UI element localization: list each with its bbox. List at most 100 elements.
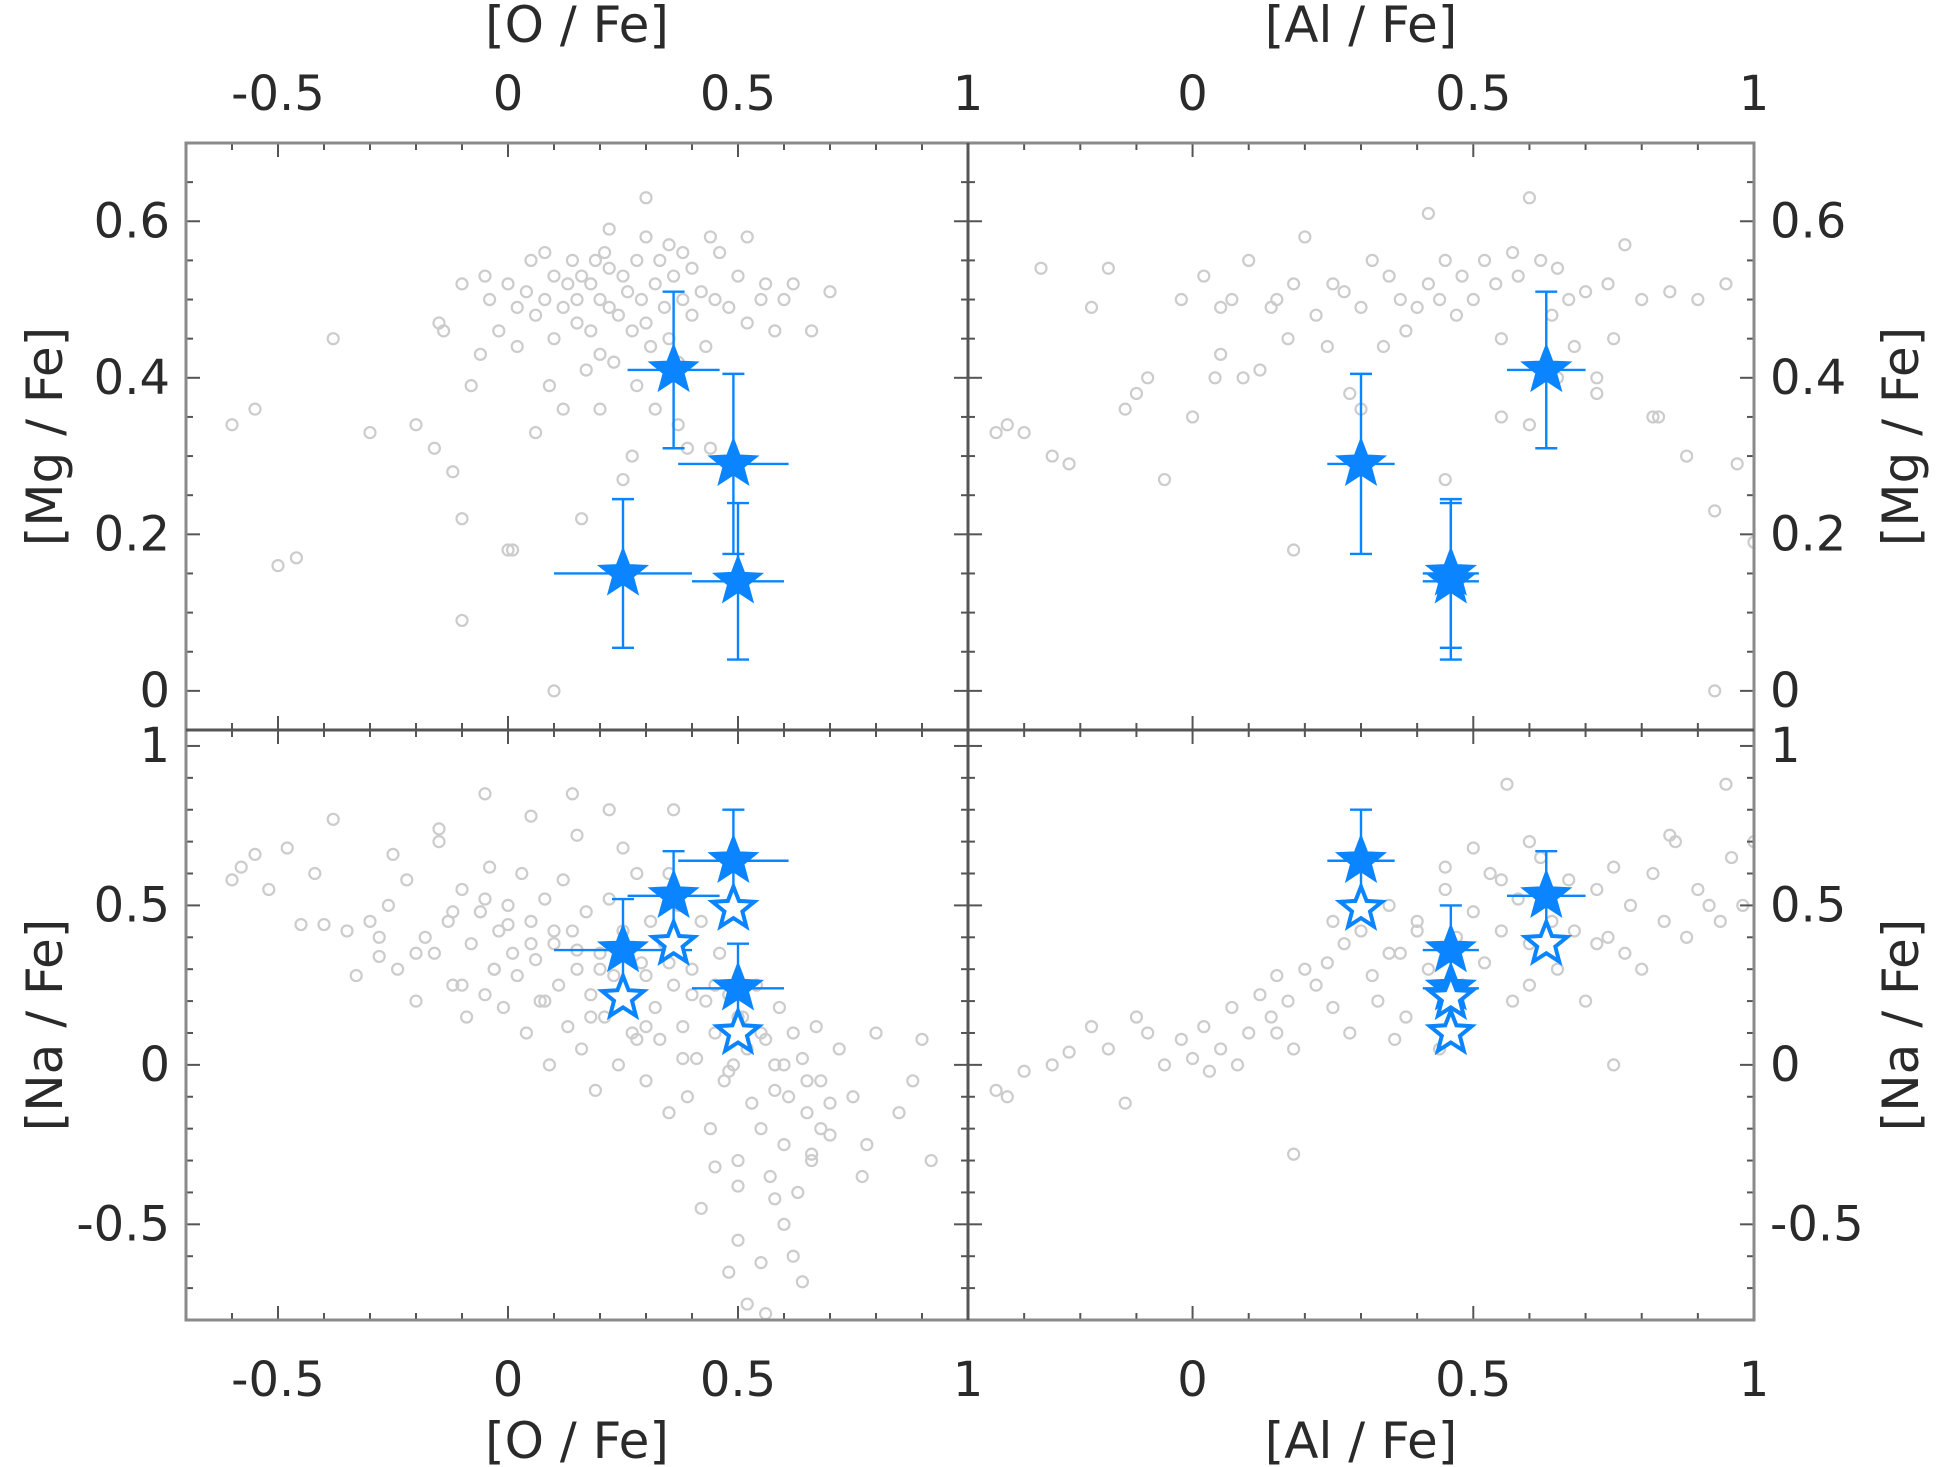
- comparison-point: [745, 1096, 759, 1110]
- x-tick-label: 1: [953, 66, 984, 122]
- comparison-point: [1545, 308, 1559, 322]
- comparison-point: [1719, 277, 1733, 291]
- comparison-point: [1623, 898, 1638, 913]
- comparison-point: [501, 277, 515, 291]
- comparison-point: [1567, 924, 1581, 938]
- comparison-point: [464, 379, 478, 393]
- comparison-point: [294, 917, 308, 932]
- comparison-point: [1505, 245, 1520, 260]
- comparison-point: [1494, 873, 1508, 887]
- comparison-point: [1663, 285, 1677, 299]
- comparison-point: [676, 245, 690, 260]
- comparison-point: [1174, 292, 1188, 307]
- comparison-point: [791, 1185, 805, 1200]
- comparison-point: [823, 1096, 837, 1110]
- comparison-point: [731, 1153, 745, 1168]
- comparison-point: [1326, 1000, 1340, 1015]
- comparison-point: [768, 1058, 782, 1072]
- comparison-point: [1000, 418, 1014, 432]
- comparison-point: [492, 924, 506, 938]
- comparison-point: [1494, 924, 1508, 938]
- comparison-point: [1522, 835, 1537, 849]
- comparison-point: [1494, 410, 1508, 424]
- comparison-point: [823, 1128, 837, 1142]
- comparison-point: [694, 1201, 708, 1215]
- y-tick-label: 0.5: [1770, 877, 1846, 933]
- comparison-point: [1129, 1010, 1144, 1024]
- comparison-point: [1225, 292, 1239, 307]
- comparison-point: [634, 292, 649, 307]
- comparison-point: [653, 1032, 667, 1046]
- comparison-point: [639, 191, 653, 205]
- comparison-point: [1432, 292, 1447, 307]
- y-axis-title: [Na / Fe]: [1872, 919, 1930, 1131]
- comparison-point: [1646, 410, 1660, 424]
- comparison-point: [1365, 968, 1379, 983]
- comparison-point: [551, 978, 566, 992]
- comparison-point: [685, 308, 699, 322]
- comparison-point: [542, 379, 557, 393]
- comparison-point: [1590, 937, 1604, 951]
- comparison-point: [1550, 962, 1565, 976]
- comparison-point: [1298, 962, 1312, 976]
- comparison-point: [1590, 386, 1604, 401]
- comparison-point: [1174, 1032, 1188, 1046]
- data-layer: [225, 191, 1754, 1320]
- comparison-point: [515, 866, 529, 881]
- comparison-point: [565, 924, 580, 938]
- comparison-point: [754, 1026, 768, 1040]
- comparison-point: [800, 1074, 814, 1088]
- comparison-point: [630, 1032, 644, 1046]
- x-tick-label: -0.5: [231, 1352, 325, 1408]
- comparison-point: [432, 822, 446, 836]
- comparison-point: [804, 1147, 819, 1161]
- comparison-point: [1483, 866, 1497, 881]
- comparison-point: [1511, 892, 1525, 906]
- comparison-point: [1438, 860, 1452, 874]
- comparison-point: [524, 937, 538, 951]
- comparison-point: [666, 978, 681, 992]
- comparison-point: [1337, 937, 1351, 951]
- comparison-point: [418, 930, 432, 944]
- comparison-point: [1287, 1042, 1301, 1056]
- comparison-point: [483, 292, 497, 307]
- comparison-point: [1017, 1064, 1031, 1078]
- comparison-point: [685, 962, 699, 976]
- comparison-point: [1680, 449, 1694, 463]
- comparison-point: [455, 613, 469, 628]
- comparison-point: [1578, 285, 1593, 299]
- y-tick-label: 0.5: [94, 877, 170, 933]
- comparison-point: [524, 914, 538, 928]
- comparison-point: [1264, 1010, 1278, 1024]
- comparison-point: [1354, 300, 1368, 314]
- comparison-point: [473, 347, 487, 361]
- comparison-point: [1101, 1042, 1115, 1056]
- comparison-point: [1118, 402, 1132, 416]
- comparison-point: [1264, 300, 1278, 314]
- comparison-point: [574, 1042, 589, 1056]
- comparison-point: [620, 285, 635, 299]
- comparison-point: [1466, 292, 1480, 307]
- comparison-point: [607, 355, 621, 369]
- comparison-point: [496, 1000, 510, 1015]
- comparison-point: [777, 1058, 791, 1072]
- comparison-point: [1393, 946, 1407, 960]
- comparison-point: [1000, 1090, 1014, 1104]
- comparison-point: [731, 1233, 745, 1247]
- highlight-star-filled: [711, 553, 765, 604]
- comparison-point: [1354, 924, 1368, 938]
- comparison-point: [1713, 914, 1727, 928]
- x-axis-title: [O / Fe]: [485, 1412, 669, 1467]
- comparison-point: [593, 962, 607, 976]
- comparison-point: [584, 1010, 598, 1024]
- comparison-point: [1730, 457, 1744, 471]
- comparison-point: [349, 968, 363, 983]
- comparison-point: [234, 860, 248, 874]
- comparison-point: [989, 425, 1003, 440]
- comparison-point: [556, 300, 570, 314]
- comparison-point: [597, 245, 612, 260]
- comparison-point: [391, 962, 405, 976]
- comparison-point: [510, 968, 524, 983]
- panel-top-right-plot-area: [989, 191, 1754, 698]
